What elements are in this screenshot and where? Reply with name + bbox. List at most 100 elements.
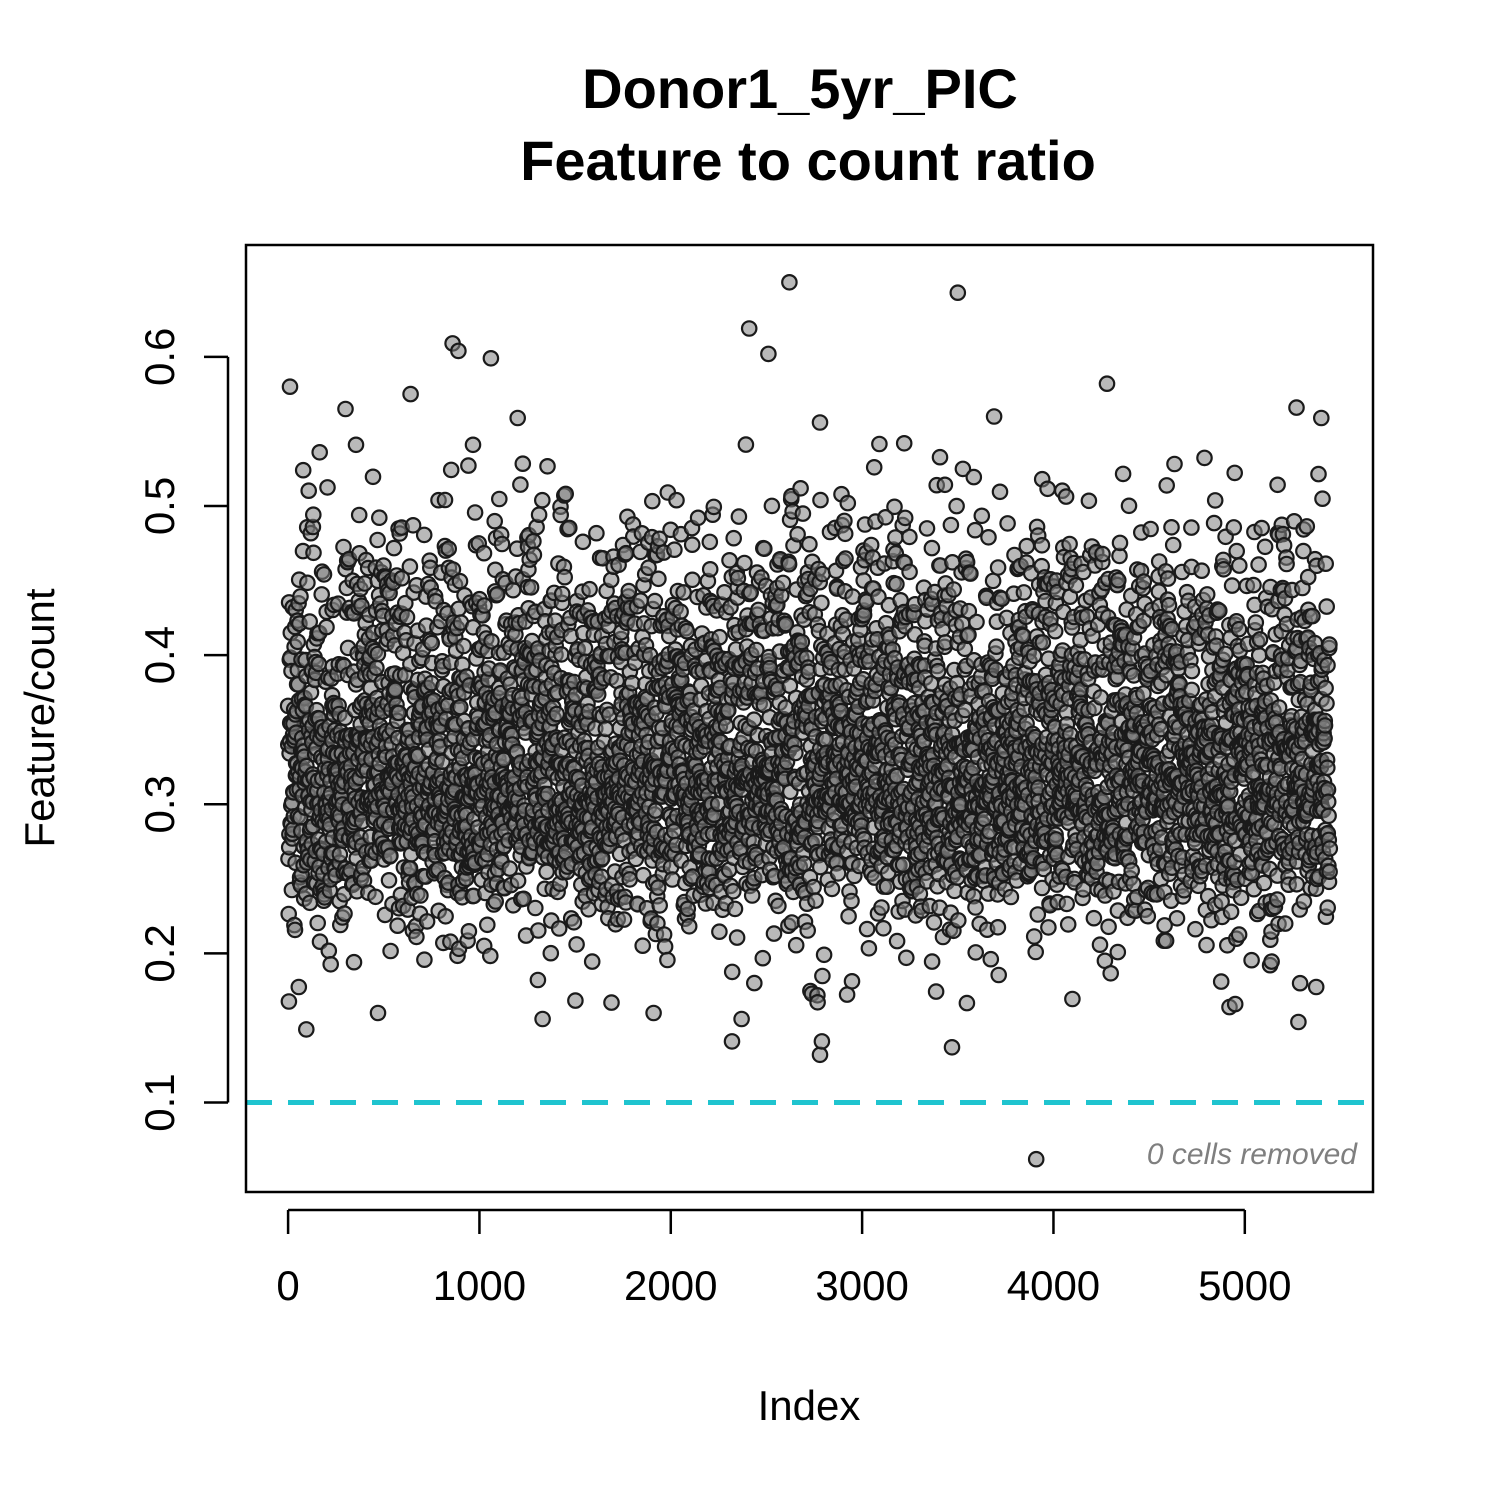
data-point — [1228, 542, 1245, 560]
data-point — [455, 637, 472, 655]
data-point — [836, 525, 854, 543]
data-point — [666, 541, 683, 558]
data-point — [322, 955, 339, 973]
data-point — [649, 879, 667, 896]
data-point — [380, 871, 398, 889]
data-point — [412, 887, 429, 904]
data-point — [1222, 903, 1240, 921]
data-point — [1142, 520, 1159, 538]
data-point — [948, 497, 965, 515]
data-point — [1183, 681, 1200, 699]
data-point — [356, 575, 373, 592]
data-point — [583, 953, 601, 970]
data-point — [737, 436, 755, 453]
data-point — [936, 476, 954, 494]
data-point — [398, 608, 416, 626]
data-point — [292, 588, 309, 605]
data-point — [539, 457, 556, 475]
data-point — [514, 455, 532, 472]
data-point — [814, 565, 831, 583]
data-point — [1212, 973, 1230, 990]
data-point — [304, 506, 322, 523]
data-point — [1064, 990, 1081, 1008]
data-point — [568, 936, 585, 953]
data-point — [989, 559, 1007, 576]
data-point — [675, 584, 692, 601]
data-point — [345, 953, 363, 971]
data-point — [843, 892, 860, 910]
data-point — [965, 468, 983, 486]
data-point — [451, 572, 469, 590]
data-point — [711, 923, 728, 940]
data-point — [1159, 570, 1177, 587]
data-point — [840, 907, 857, 925]
data-point — [672, 603, 689, 620]
data-point — [745, 974, 763, 992]
data-point — [512, 476, 529, 493]
data-point — [299, 574, 316, 592]
data-point — [967, 944, 984, 961]
data-point — [1168, 909, 1186, 927]
data-point — [476, 597, 493, 614]
data-point — [1225, 519, 1243, 536]
data-point — [736, 554, 753, 572]
data-point — [1230, 620, 1248, 638]
data-point — [522, 579, 540, 596]
data-point — [565, 913, 583, 931]
data-point — [538, 863, 555, 881]
data-point — [369, 645, 387, 663]
data-point — [968, 613, 985, 631]
data-point — [464, 436, 482, 454]
data-point — [301, 894, 319, 912]
data-point — [1014, 627, 1032, 645]
data-point — [726, 900, 744, 918]
data-point — [865, 458, 883, 476]
data-point — [602, 571, 620, 589]
data-point — [525, 546, 543, 564]
data-point — [888, 932, 906, 950]
data-point — [755, 540, 773, 557]
data-point — [1160, 596, 1178, 614]
data-point — [487, 893, 504, 910]
data-point — [386, 681, 404, 699]
data-point — [481, 947, 499, 965]
data-point — [301, 613, 318, 630]
data-point — [918, 520, 936, 537]
data-point — [668, 491, 685, 509]
data-point — [370, 509, 388, 526]
data-point — [982, 950, 1000, 968]
data-point — [1091, 936, 1109, 953]
data-point — [1025, 928, 1043, 945]
data-point — [875, 919, 892, 937]
data-point — [418, 913, 436, 930]
data-point — [369, 531, 386, 549]
data-point — [289, 633, 306, 651]
data-point — [1059, 916, 1077, 933]
data-point — [1047, 831, 1065, 848]
data-point — [701, 560, 719, 578]
data-point — [533, 491, 551, 509]
data-point — [1198, 586, 1216, 603]
data-point — [871, 435, 888, 453]
data-point — [925, 914, 943, 931]
data-point — [509, 872, 527, 890]
data-point — [858, 920, 876, 938]
data-point — [404, 516, 422, 534]
data-point — [1193, 562, 1210, 579]
data-point — [615, 911, 633, 928]
data-point — [967, 899, 984, 916]
data-point — [683, 536, 701, 553]
data-point — [705, 498, 723, 516]
data-point — [801, 535, 818, 553]
data-point — [557, 485, 574, 503]
data-point — [656, 938, 674, 955]
data-point — [309, 914, 326, 932]
data-point — [367, 888, 384, 906]
data-point — [621, 871, 638, 888]
data-point — [1039, 480, 1056, 498]
data-point — [442, 461, 460, 479]
data-point — [576, 639, 594, 657]
data-point — [1040, 919, 1057, 936]
data-point — [1158, 477, 1175, 494]
